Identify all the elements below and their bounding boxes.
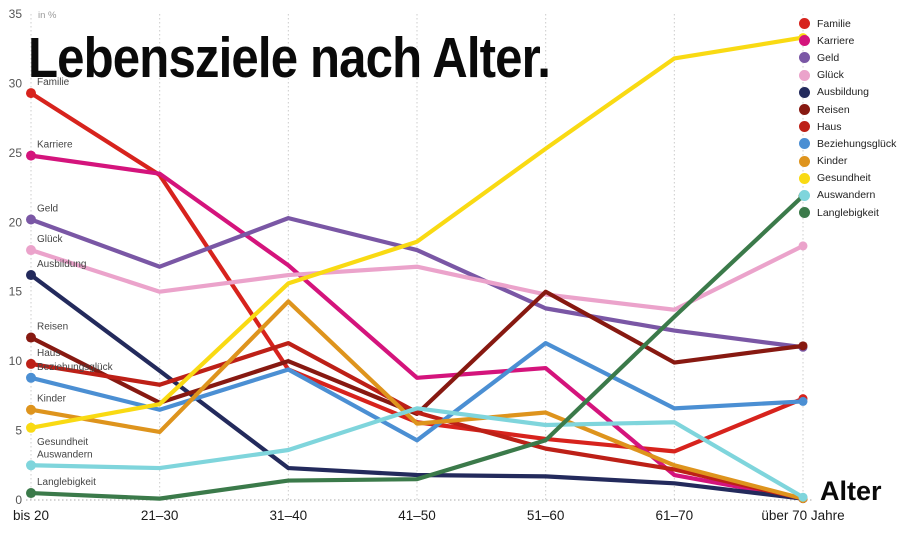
legend-label: Reisen [817,103,850,116]
legend: Familie Karriere Geld Glück Ausbildung Reisen… [799,15,913,221]
series-start-dot-karriere [26,150,36,161]
series-start-label-auswandern: Auswandern [37,449,93,460]
series-start-label-langlebigkeit: Langlebigkeit [37,477,96,488]
x-tick-61-70: 61–70 [656,508,694,523]
series-start-dot-familie [26,88,36,99]
legend-swatch-icon [799,69,810,81]
series-start-label-beziehungsgluck: Beziehungsglück [37,362,114,373]
legend-swatch-icon [799,172,810,184]
axis-tick-labels: 0 5 10 15 20 25 30 35 bis 20 21–30 31–40 41–50 51–60… [9,7,845,523]
y-axis-unit-label: in % [38,10,57,21]
legend-swatch-icon [799,35,810,47]
series-line-kinder [28,299,806,501]
legend-swatch-icon [799,121,810,133]
legend-swatch-icon [799,207,810,219]
series-line-auswandern [28,406,806,500]
legend-swatch-icon [799,52,810,64]
legend-item-langlebigkeit: Langlebigkeit [799,204,913,221]
legend-swatch-icon [799,155,810,167]
legend-item-familie: Familie [799,15,913,32]
y-tick-10: 10 [9,354,23,368]
series-line-geld [28,216,806,350]
x-tick-51-60: 51–60 [527,508,565,523]
legend-label: Auswandern [817,189,876,202]
series-line-gluck [28,243,806,312]
legend-label: Ausbildung [817,86,869,99]
legend-swatch-icon [799,189,810,201]
legend-item-gluck: Glück [799,67,913,84]
y-tick-30: 30 [9,76,23,90]
legend-swatch-icon [799,104,810,116]
legend-label: Haus [817,120,842,133]
series-start-dot-ausbildung [26,270,36,281]
legend-label: Langlebigkeit [817,206,879,219]
series-line-beziehungsgluck [28,340,806,443]
x-tick-31-40: 31–40 [270,508,308,523]
legend-label: Gesundheit [817,172,871,185]
legend-item-reisen: Reisen [799,101,913,118]
series-start-dot-geld [26,214,36,225]
y-tick-25: 25 [9,146,23,160]
series-start-label-gluck: Glück [37,234,64,245]
legend-item-geld: Geld [799,49,913,66]
series-line-gesundheit [28,35,806,430]
series-start-dot-kinder [26,404,36,415]
legend-label: Familie [817,17,851,30]
series-start-dot-reisen [26,332,36,343]
series-start-label-haus: Haus [37,348,60,359]
series-start-label-karriere: Karriere [37,140,73,151]
series-start-dot-gluck [26,245,36,256]
series-start-dot-langlebigkeit [26,488,36,499]
series-start-dot-beziehungsgluck [26,372,36,383]
series-start-dot-haus [26,358,36,369]
y-tick-15: 15 [9,285,23,299]
legend-swatch-icon [799,86,810,98]
series-line-karriere [28,153,806,501]
y-tick-0: 0 [15,493,22,507]
y-tick-20: 20 [9,215,23,229]
legend-label: Kinder [817,155,848,168]
x-tick-41-50: 41–50 [398,508,436,523]
series-end-dot-beziehungsgluck [798,396,808,406]
legend-item-haus: Haus [799,118,913,135]
x-tick-21-30: 21–30 [141,508,179,523]
legend-label: Karriere [817,34,855,47]
legend-label: Beziehungsglück [817,137,897,150]
legend-item-beziehungsgluck: Beziehungsglück [799,135,913,152]
legend-item-karriere: Karriere [799,32,913,49]
chart-title: Lebensziele nach Alter. [28,26,550,90]
series-start-labels: Familie Karriere Geld Glück Ausbildung Reisen… [37,77,114,488]
legend-item-gesundheit: Gesundheit [799,170,913,187]
series-start-label-ausbildung: Ausbildung [37,259,86,270]
series-line-haus [28,340,806,501]
series-end-dot-reisen [798,341,808,351]
legend-item-auswandern: Auswandern [799,187,913,204]
series-end-dot-gluck [798,241,808,251]
x-tick-bis-20: bis 20 [13,508,49,523]
series-start-dot-gesundheit [26,422,36,433]
series-lines [26,33,808,504]
legend-swatch-icon [799,138,810,150]
series-start-dot-auswandern [26,460,36,471]
legend-swatch-icon [799,18,810,30]
series-line-ausbildung [28,272,806,501]
legend-label: Glück [817,69,844,82]
legend-label: Geld [817,51,840,64]
legend-item-kinder: Kinder [799,153,913,170]
x-axis-label: Alter [820,476,882,506]
series-start-label-reisen: Reisen [37,322,68,333]
legend-item-ausbildung: Ausbildung [799,84,913,101]
x-tick-uber-70-jahre: über 70 Jahre [761,508,844,523]
series-start-label-gesundheit: Gesundheit [37,437,88,448]
y-tick-35: 35 [9,7,23,21]
y-tick-5: 5 [15,424,22,438]
series-start-label-familie: Familie [37,77,70,88]
series-line-langlebigkeit [28,193,806,501]
series-start-label-geld: Geld [37,204,58,215]
series-start-label-kinder: Kinder [37,394,67,405]
series-end-dot-auswandern [798,492,808,502]
